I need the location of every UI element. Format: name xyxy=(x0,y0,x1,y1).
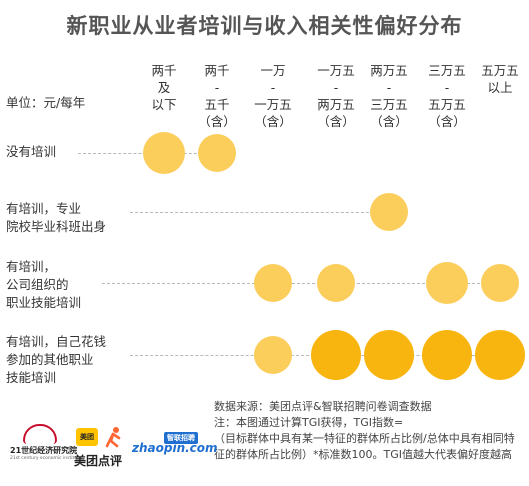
bubble-mark xyxy=(254,264,292,302)
logo-21-arc-icon xyxy=(23,424,57,444)
logo-21st-century: 21世纪经济研究院 21st century economic institut… xyxy=(10,424,82,472)
logo-meituan-name: 美团点评 xyxy=(74,454,123,468)
row-label: 有培训，自己花钱 参加的其他职业 技能培训 xyxy=(6,334,107,385)
unit-label: 单位：元/每年 xyxy=(6,95,86,110)
logo-21-name: 21世纪经济研究院 xyxy=(10,446,78,455)
bubble-mark xyxy=(254,336,292,374)
row-guide-line xyxy=(130,212,389,213)
column-header: 五万五 以上 xyxy=(481,63,519,95)
row-label: 有培训， 公司组织的 职业技能培训 xyxy=(6,259,82,310)
bubble-mark xyxy=(317,264,355,302)
bubble-mark xyxy=(311,330,361,380)
note-line-1: 注：本图通过计算TGI获得，TGI指数= xyxy=(214,416,404,429)
note-line-2: （目标群体中具有某一特征的群体所占比例/总体中具有相同特征的群体所占比例）*标准… xyxy=(214,432,515,461)
bubble-mark xyxy=(475,330,525,380)
bubble-mark xyxy=(426,262,468,304)
source-text: 数据来源：美团点评&智联招聘问卷调查数据 xyxy=(214,400,432,413)
bubble-mark xyxy=(370,193,408,231)
logo-meituan-dianping: 美团 美团点评 xyxy=(74,426,126,470)
bubble-mark xyxy=(422,330,472,380)
column-header: 两千 及 以下 xyxy=(151,63,177,112)
bubble-mark xyxy=(364,330,414,380)
column-header: 一万 - 一万五 （含） xyxy=(254,63,292,129)
bubble-mark xyxy=(143,132,185,174)
logo-zhilian: 智联招聘 zhaopin.com xyxy=(132,432,218,462)
column-header: 两千 - 五千 （含） xyxy=(198,63,236,129)
row-guide-line xyxy=(102,283,500,284)
logo-meituan-box: 美团 xyxy=(76,428,98,446)
row-label: 没有培训 xyxy=(6,144,57,159)
column-header: 两万五 - 三万五 （含） xyxy=(370,63,408,129)
footer-notes: 数据来源：美团点评&智联招聘问卷调查数据 注：本图通过计算TGI获得，TGI指数… xyxy=(214,399,520,463)
person-icon xyxy=(105,427,121,448)
logo-zhilian-badge: 智联招聘 xyxy=(164,432,198,444)
logo-zhilian-name: zhaopin.com xyxy=(132,441,218,455)
row-label: 有培训，专业 院校毕业科班出身 xyxy=(6,201,107,234)
bubble-mark xyxy=(198,134,236,172)
column-header: 一万五 - 两万五 （含） xyxy=(317,63,355,129)
bubble-mark xyxy=(481,264,519,302)
chart-title: 新职业从业者培训与收入相关性偏好分布 xyxy=(66,14,463,38)
logo-21-sub: 21st century economic institute xyxy=(10,456,82,461)
column-header: 三万五 - 五万五 （含） xyxy=(428,63,466,129)
